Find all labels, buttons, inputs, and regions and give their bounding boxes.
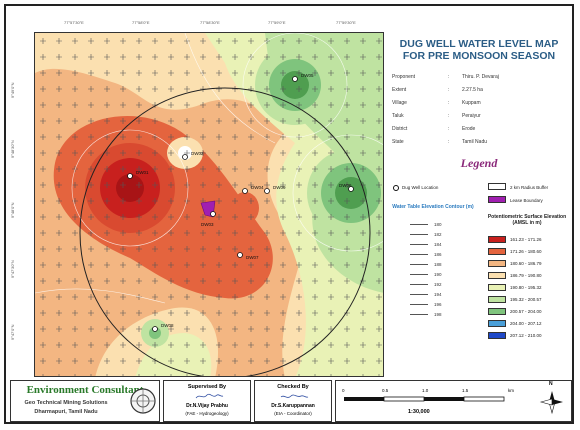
north-arrow-icon	[539, 391, 563, 415]
detail-row: State: Tamil Nadu	[392, 139, 488, 145]
contour-item: 180	[410, 222, 442, 227]
detail-row: Extent:2.27.5 ha	[392, 87, 483, 93]
contour-item: 198	[410, 312, 442, 317]
detail-row: Taluk: Peraiyur	[392, 113, 481, 119]
legend-title: Legend	[460, 156, 498, 170]
buffer-swatch	[488, 183, 506, 190]
side-tick: 9°47'30"N	[10, 260, 15, 278]
detail-row: District: Erode	[392, 126, 476, 132]
lease-label: Lease Boundary	[510, 198, 543, 203]
side-tick: 9°49'0"N	[10, 82, 15, 98]
class-swatch	[488, 248, 506, 255]
contour-item: 190	[410, 272, 442, 277]
class-label: 200.57 - 204.00	[510, 309, 542, 314]
class-swatch	[488, 332, 506, 339]
well-markers	[127, 76, 354, 332]
scale-unit: km	[508, 388, 514, 393]
well-label: DW06	[339, 183, 352, 188]
well-label: DW09	[273, 185, 286, 190]
well-label: DW03	[201, 222, 214, 227]
scale-box: 0 0.5 1.0 1.5 km 1:30,000 N	[335, 380, 572, 422]
detail-row: Village: Kuppam	[392, 100, 481, 106]
checked-title: Checked By	[277, 384, 309, 390]
map-title: DUG WELL WATER LEVEL MAP FOR PRE MONSOON…	[388, 38, 570, 62]
well-label: DW07	[246, 255, 259, 260]
class-swatch	[488, 320, 506, 327]
class-label: 207.12 - 210.00	[510, 333, 542, 338]
checked-box: Checked By Dr.S.Karuppannan (EIA - Coord…	[254, 380, 332, 422]
footer-strip: Environment Consultant Geo Technical Min…	[10, 380, 572, 422]
supervised-box: Supervised By Dr.N.Vijay Prabhu (FAE - H…	[163, 380, 251, 422]
contour-item: 192	[410, 282, 442, 287]
supervised-name: Dr.N.Vijay Prabhu	[186, 403, 228, 409]
contour-item: 182	[410, 232, 442, 237]
class-swatch	[488, 236, 506, 243]
consultant-box: Environment Consultant Geo Technical Min…	[10, 380, 160, 422]
well-label: DW01	[136, 170, 149, 175]
top-tick: 77°57'30"E	[64, 20, 84, 25]
class-swatch	[488, 272, 506, 279]
checked-name: Dr.S.Karuppannan	[271, 403, 315, 409]
class-label: 204.00 - 207.12	[510, 321, 542, 326]
side-tick: 9°47'0"N	[10, 324, 15, 340]
signature-mark	[195, 393, 224, 399]
class-label: 161.23 - 171.26	[510, 237, 542, 242]
class-label: 186.79 - 190.80	[510, 273, 542, 278]
checked-role: (EIA - Coordinator)	[274, 411, 312, 416]
class-swatch	[488, 296, 506, 303]
contour-map: DW01 DW02 DW03 DW04 DW05 DW06 DW07 DW08 …	[35, 33, 383, 376]
side-tick: 9°48'0"N	[10, 202, 15, 218]
class-label: 171.26 - 180.60	[510, 249, 542, 254]
company-place: Dharmapuri, Tamil Nadu	[34, 409, 98, 415]
company-subtitle: Geo Technical Mining Solutions	[24, 400, 108, 406]
top-tick: 77°58'0"E	[132, 20, 150, 25]
company-logo-icon	[130, 388, 156, 414]
detail-row: Proponent: Thiru. P. Devaraj	[392, 74, 499, 80]
well-label: DW08	[161, 323, 174, 328]
scale-tick: 0	[342, 388, 345, 393]
contour-lines	[35, 33, 383, 304]
scale-bar	[344, 396, 505, 402]
supervised-title: Supervised By	[187, 384, 227, 390]
buffer-circle	[79, 87, 371, 376]
scale-ratio: 1:30,000	[408, 409, 430, 415]
scale-tick: 1.0	[422, 388, 429, 393]
well-label: DW04	[251, 185, 264, 190]
top-tick: 77°59'30"E	[336, 20, 356, 25]
class-label: 180.60 - 186.79	[510, 261, 542, 266]
well-labels: DW01 DW02 DW03 DW04 DW05 DW06 DW07 DW08 …	[136, 73, 352, 328]
contour-legend-title: Water Table Elevation Contour (m)	[392, 204, 474, 210]
buffer-label: 2 km Radius Buffer	[510, 185, 549, 190]
side-tick: 9°48'30"N	[10, 140, 15, 158]
supervised-role: (FAE - Hydrogeology)	[185, 411, 229, 416]
contour-item: 184	[410, 242, 442, 247]
info-panel: DUG WELL WATER LEVEL MAP FOR PRE MONSOON…	[388, 32, 570, 377]
class-label: 195.32 - 200.57	[510, 297, 542, 302]
scale-tick: 0.5	[382, 388, 389, 393]
contour-item: 194	[410, 292, 442, 297]
top-tick: 77°58'30"E	[200, 20, 220, 25]
contour-item: 196	[410, 302, 442, 307]
well-label: DW02	[191, 151, 204, 156]
scale-tick: 1.5	[462, 388, 469, 393]
class-swatch	[488, 260, 506, 267]
class-swatch	[488, 308, 506, 315]
surface-legend-title: Potentiometric Surface Elevation (AMSL i…	[487, 214, 567, 226]
dug-well-icon	[393, 185, 399, 191]
title-line-1: DUG WELL WATER LEVEL MAP	[399, 38, 559, 50]
top-tick: 77°59'0"E	[268, 20, 286, 25]
contour-item: 188	[410, 262, 442, 267]
signature-mark	[280, 394, 309, 398]
class-label: 190.80 - 195.32	[510, 285, 542, 290]
contour-item: 186	[410, 252, 442, 257]
class-swatch	[488, 284, 506, 291]
north-label: N	[549, 381, 553, 387]
dug-well-label: Dug Well Location	[402, 185, 439, 190]
lease-swatch	[488, 196, 506, 203]
company-name: Environment Consultant	[26, 384, 144, 396]
map-sheet: 77°57'30"E 77°58'0"E 77°58'30"E 77°59'0"…	[4, 4, 574, 424]
well-label: DW05	[301, 73, 314, 78]
title-line-2: FOR PRE MONSOON SEASON	[402, 50, 556, 62]
map-canvas[interactable]: DW01 DW02 DW03 DW04 DW05 DW06 DW07 DW08 …	[34, 32, 384, 377]
